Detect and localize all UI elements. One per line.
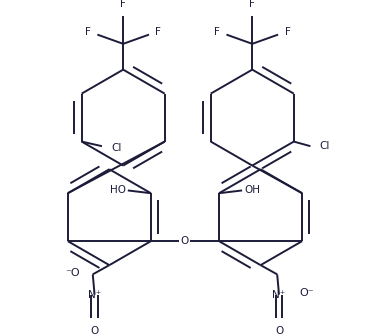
Text: OH: OH <box>244 185 260 196</box>
Text: N⁺: N⁺ <box>88 290 101 300</box>
Text: N⁺: N⁺ <box>272 290 286 300</box>
Text: O: O <box>275 326 283 336</box>
Text: F: F <box>85 27 91 37</box>
Text: F: F <box>120 0 126 9</box>
Text: F: F <box>155 27 161 37</box>
Text: ⁻O: ⁻O <box>65 267 80 278</box>
Text: O: O <box>181 236 189 246</box>
Text: F: F <box>214 27 220 37</box>
Text: O⁻: O⁻ <box>299 288 314 298</box>
Text: O: O <box>90 326 99 336</box>
Text: HO: HO <box>110 185 126 196</box>
Text: Cl: Cl <box>111 143 121 153</box>
Text: F: F <box>249 0 255 9</box>
Text: Cl: Cl <box>320 141 330 151</box>
Text: F: F <box>284 27 290 37</box>
